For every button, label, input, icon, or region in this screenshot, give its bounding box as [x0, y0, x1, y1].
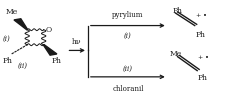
- Text: Me: Me: [6, 8, 18, 16]
- Text: Ph: Ph: [195, 31, 205, 39]
- Text: Me: Me: [170, 50, 182, 58]
- Text: Ph: Ph: [3, 57, 13, 65]
- Text: hν: hν: [72, 38, 82, 46]
- Text: •: •: [205, 55, 208, 61]
- Text: +: +: [195, 13, 201, 18]
- Text: Ph: Ph: [172, 7, 182, 15]
- Text: chloranil: chloranil: [112, 85, 144, 93]
- Text: (ii): (ii): [18, 62, 28, 70]
- Text: •: •: [203, 13, 207, 19]
- Text: (ii): (ii): [123, 65, 133, 73]
- Text: (i): (i): [124, 32, 132, 40]
- Text: O: O: [45, 26, 51, 34]
- Polygon shape: [43, 45, 57, 55]
- Text: Ph: Ph: [52, 57, 62, 66]
- Text: (i): (i): [3, 35, 10, 43]
- Text: +: +: [197, 55, 203, 60]
- Text: pyrylium: pyrylium: [112, 11, 144, 19]
- Text: Ph: Ph: [197, 74, 207, 82]
- Polygon shape: [14, 19, 28, 30]
